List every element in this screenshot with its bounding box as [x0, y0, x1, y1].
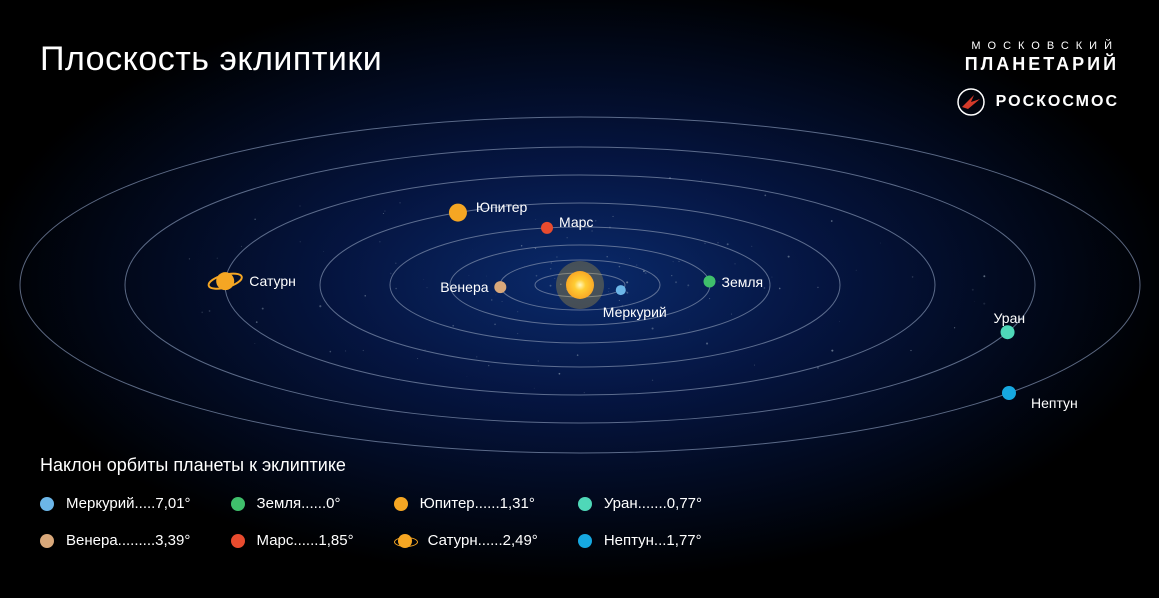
planet-label: Венера — [440, 279, 488, 295]
legend-grid: Меркурий.....7,01° Земля......0° Юпитер...… — [40, 495, 742, 549]
legend-text: Сатурн......2,49° — [428, 532, 538, 549]
legend-text: Земля......0° — [257, 495, 341, 512]
legend-text: Марс......1,85° — [257, 532, 354, 549]
legend-swatch-icon — [231, 534, 245, 548]
legend-swatch-icon — [578, 534, 592, 548]
planet-Юпитер — [449, 204, 467, 222]
legend-swatch-icon — [394, 497, 408, 511]
legend-item: Меркурий.....7,01° — [40, 495, 191, 512]
planet-Венера — [494, 281, 506, 293]
planet-label: Нептун — [1031, 395, 1078, 411]
planet-Меркурий — [616, 285, 626, 295]
legend-title: Наклон орбиты планеты к эклиптике — [40, 455, 346, 476]
sun — [566, 271, 594, 299]
planet-Уран — [1001, 325, 1015, 339]
legend-item: Венера.........3,39° — [40, 532, 191, 549]
planet-label: Сатурн — [249, 273, 296, 289]
legend-text: Юпитер......1,31° — [420, 495, 535, 512]
legend-swatch-icon — [40, 534, 54, 548]
planet-Нептун — [1002, 386, 1016, 400]
planet-label: Марс — [559, 214, 593, 230]
legend-text: Уран.......0,77° — [604, 495, 702, 512]
legend-text: Венера.........3,39° — [66, 532, 190, 549]
planet-label: Меркурий — [603, 304, 667, 320]
planet-label: Уран — [994, 310, 1026, 326]
legend-swatch-icon — [231, 497, 245, 511]
legend-item: Нептун...1,77° — [578, 532, 702, 549]
legend-item: Сатурн......2,49° — [394, 532, 538, 549]
legend-text: Нептун...1,77° — [604, 532, 702, 549]
planet-label: Юпитер — [476, 199, 527, 215]
legend-swatch-icon — [578, 497, 592, 511]
legend-item: Марс......1,85° — [231, 532, 354, 549]
planet-Марс — [541, 222, 553, 234]
planet-Сатурн — [216, 272, 234, 290]
legend-item: Уран.......0,77° — [578, 495, 702, 512]
planet-label: Земля — [722, 274, 764, 290]
legend-swatch-icon — [394, 534, 416, 548]
legend-swatch-icon — [40, 497, 54, 511]
planet-Земля — [704, 276, 716, 288]
legend-text: Меркурий.....7,01° — [66, 495, 191, 512]
legend-item: Земля......0° — [231, 495, 354, 512]
legend-item: Юпитер......1,31° — [394, 495, 538, 512]
